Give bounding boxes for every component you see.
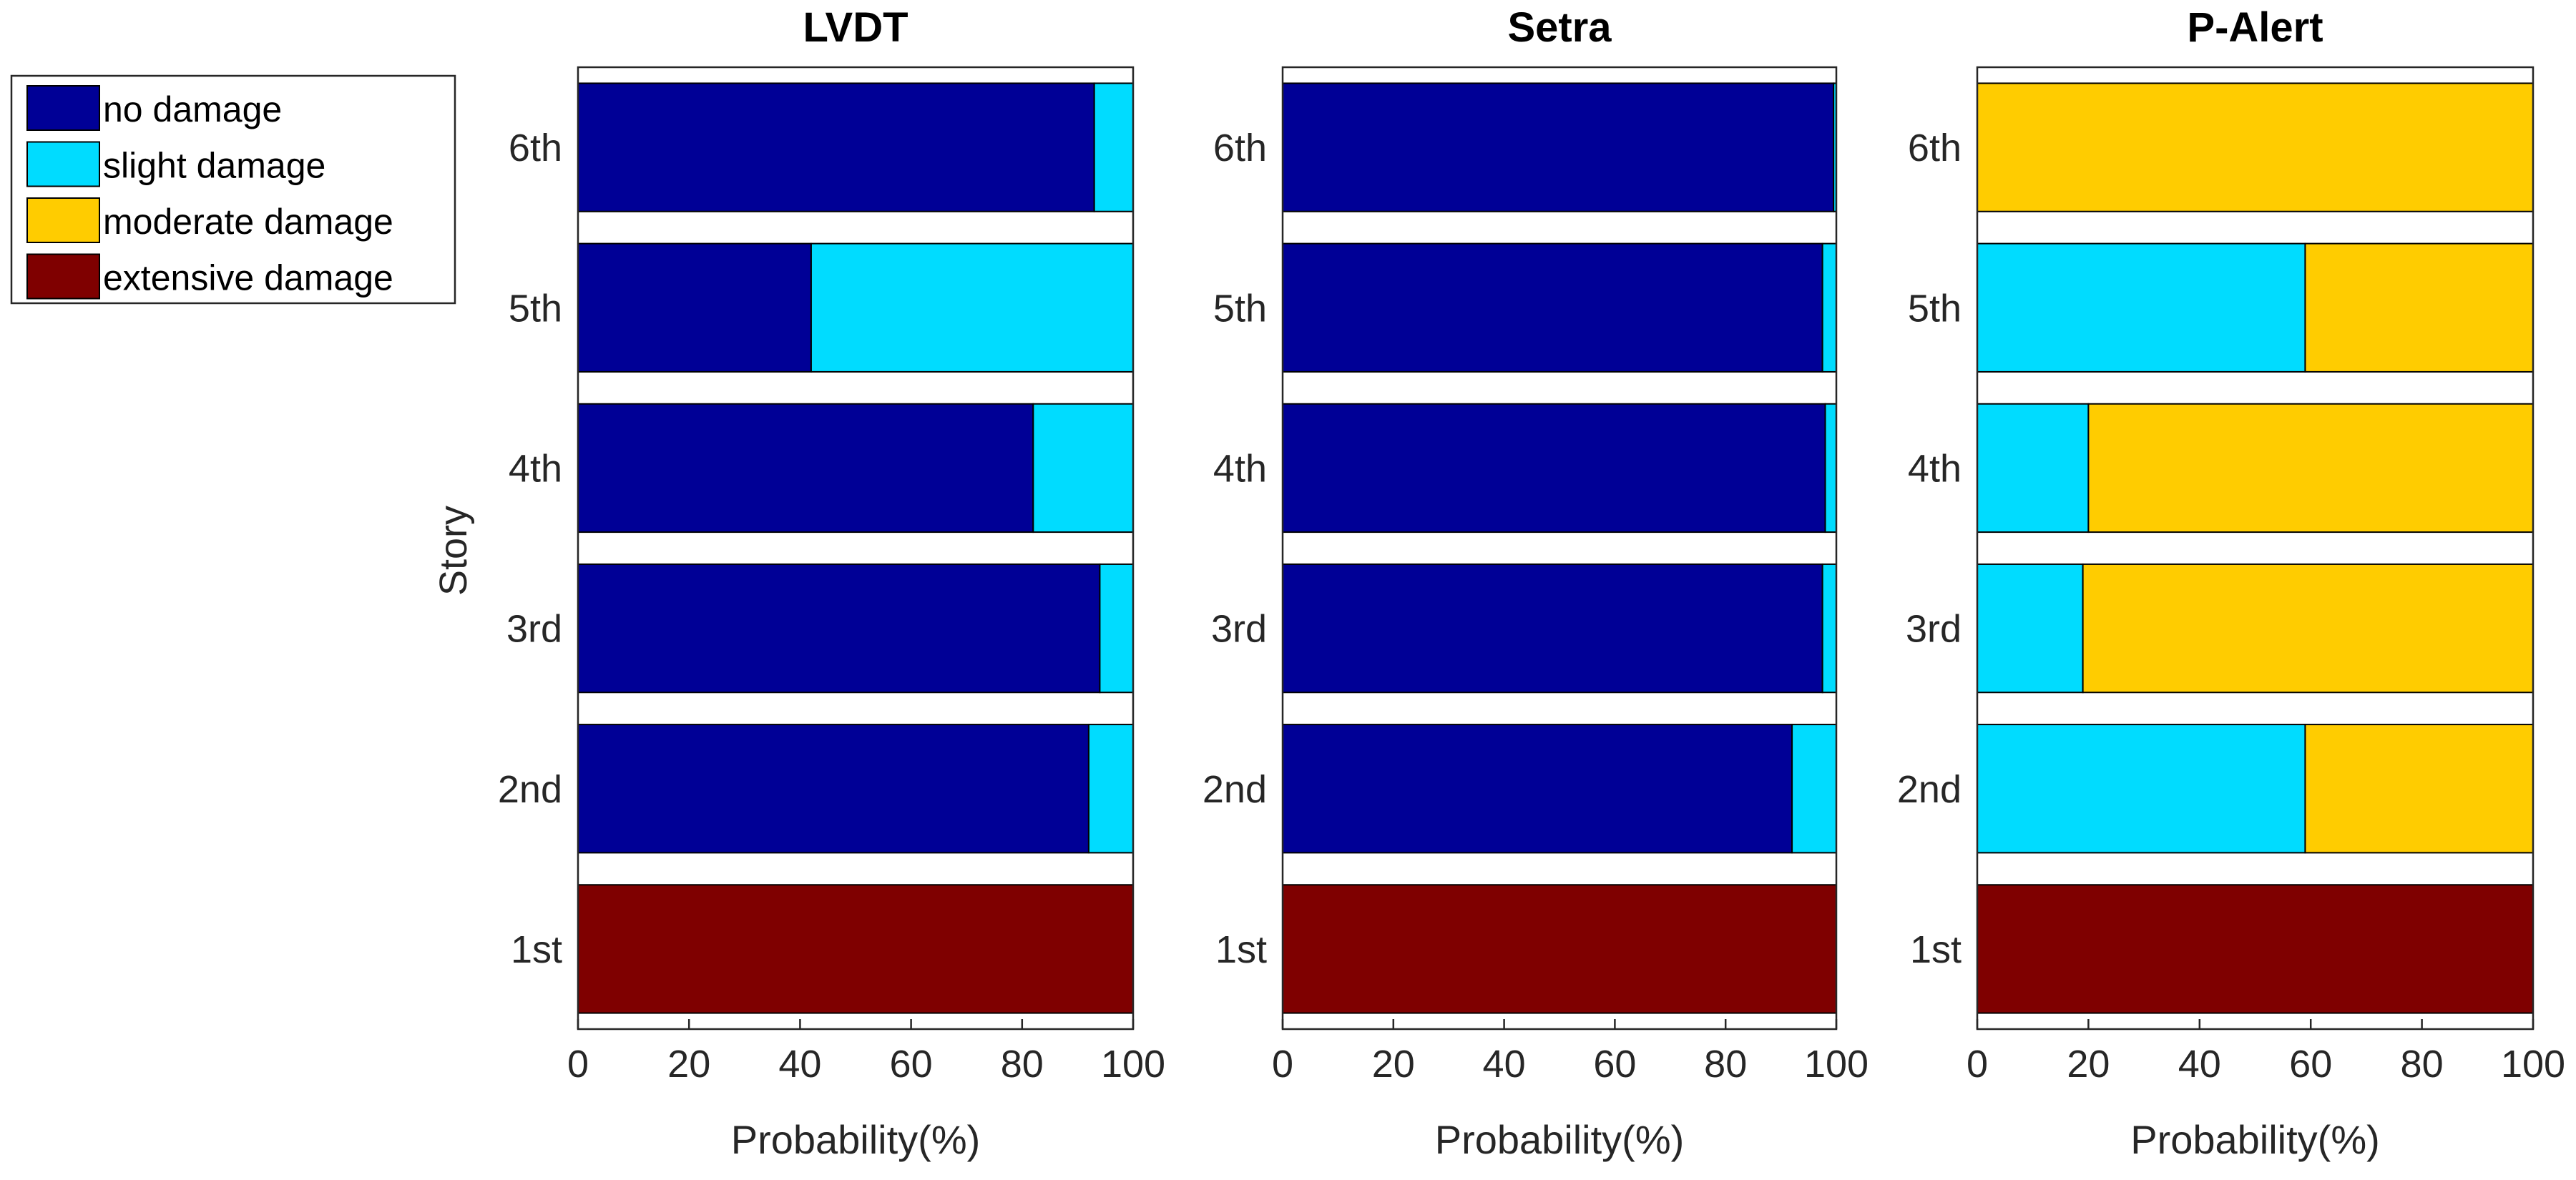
axes-box: [1281, 66, 1838, 1031]
bar-segment-2nd-slight-damage: [1791, 724, 1838, 854]
bar-segment-4th-no-damage: [577, 403, 1034, 534]
x-tick-label: 40: [2178, 1043, 2221, 1086]
panel-setra: 1st 2nd 3rd 4th 5th 6th 0 20 40 60 80 100 Setra Proba…: [1203, 4, 1869, 1162]
legend-swatch: [26, 141, 100, 187]
bar-segment-5th-slight-damage: [1977, 242, 2306, 373]
legend-swatch: [26, 253, 100, 300]
y-tick-label: 5th: [1213, 287, 1267, 330]
y-tick-label: 5th: [1908, 287, 1962, 330]
y-tick-label: 1st: [1215, 928, 1267, 971]
panel-lvdt: 1st 2nd 3rd 4th 5th 6th 0 20 40 60 80 100 LVDT Probab…: [498, 4, 1165, 1162]
bar-segment-4th-slight-damage: [1977, 403, 2090, 534]
bar-segment-1st-extensive-damage: [1977, 884, 2534, 1014]
bar-segment-3rd-slight-damage: [1821, 563, 1837, 694]
bar-segment-5th-moderate-damage: [2304, 242, 2534, 373]
legend: no damage slight damage moderate damage ext…: [10, 74, 456, 305]
x-tick-label: 100: [2501, 1043, 2565, 1086]
y-axis-label: Story: [432, 506, 475, 596]
panel-title: Setra: [1507, 4, 1612, 51]
bar-segment-4th-slight-damage: [1824, 403, 1838, 534]
x-tick-label: 20: [667, 1043, 710, 1086]
x-tick-label: 60: [1593, 1043, 1636, 1086]
y-tick-label: 4th: [509, 447, 562, 490]
bar-segment-2nd-no-damage: [577, 724, 1089, 854]
bar-segment-5th-no-damage: [577, 242, 812, 373]
y-tick-label: 6th: [1908, 127, 1962, 169]
bar-segment-6th-moderate-damage: [1977, 82, 2534, 212]
panel-p-alert: 1st 2nd 3rd 4th 5th 6th 0 20 40 60 80 100 P-Alert Pro…: [1897, 4, 2565, 1162]
y-tick-label: 5th: [509, 287, 562, 330]
bar-segment-4th-slight-damage: [1032, 403, 1134, 534]
bar-segment-2nd-slight-damage: [1977, 724, 2306, 854]
y-tick-label: 1st: [1910, 928, 1962, 971]
x-tick-label: 100: [1101, 1043, 1165, 1086]
y-tick-label: 3rd: [506, 608, 562, 651]
x-tick-label: 40: [778, 1043, 821, 1086]
y-tick-label: 3rd: [1211, 608, 1267, 651]
bar-segment-5th-slight-damage: [1821, 242, 1837, 373]
y-tick-label: 6th: [1213, 127, 1267, 169]
bar-segment-1st-extensive-damage: [577, 884, 1134, 1014]
y-tick-label: 2nd: [498, 768, 562, 811]
x-axis-label: Probability(%): [2130, 1117, 2380, 1162]
panels-layer: 1st 2nd 3rd 4th 5th 6th 0 20 40 60 80 100 LVDT Probab…: [498, 4, 2565, 1162]
bar-segment-3rd-moderate-damage: [2082, 563, 2534, 694]
bar-segment-2nd-moderate-damage: [2304, 724, 2534, 854]
bar-segment-1st-extensive-damage: [1282, 884, 1837, 1014]
x-tick-label: 80: [1704, 1043, 1747, 1086]
legend-label: slight damage: [103, 146, 325, 186]
x-tick-label: 20: [2067, 1043, 2110, 1086]
bar-segment-3rd-no-damage: [1282, 563, 1823, 694]
bar-segment-5th-no-damage: [1282, 242, 1823, 373]
panel-title: P-Alert: [2187, 4, 2323, 51]
y-tick-label: 2nd: [1897, 768, 1962, 811]
x-axis-label: Probability(%): [1435, 1117, 1685, 1162]
y-tick-label: 4th: [1908, 447, 1962, 490]
bar-segment-2nd-slight-damage: [1087, 724, 1135, 854]
bar-segment-4th-moderate-damage: [2087, 403, 2534, 534]
bar-segment-6th-no-damage: [577, 82, 1095, 212]
bar-segment-3rd-slight-damage: [1977, 563, 2084, 694]
bar-segment-4th-no-damage: [1282, 403, 1826, 534]
bar-segment-5th-slight-damage: [810, 242, 1135, 373]
x-tick-label: 40: [1483, 1043, 1526, 1086]
x-tick-label: 0: [1272, 1043, 1293, 1086]
x-tick-label: 80: [2401, 1043, 2444, 1086]
bar-segment-2nd-no-damage: [1282, 724, 1793, 854]
y-tick-label: 1st: [511, 928, 562, 971]
x-axis-label: Probability(%): [731, 1117, 981, 1162]
axes-box: [577, 66, 1135, 1031]
x-tick-label: 0: [1967, 1043, 1988, 1086]
axes-box: [1976, 66, 2535, 1031]
y-tick-label: 3rd: [1906, 608, 1962, 651]
x-tick-label: 0: [567, 1043, 589, 1086]
bar-segment-6th-slight-damage: [1093, 82, 1135, 212]
y-tick-label: 2nd: [1203, 768, 1267, 811]
bar-segment-3rd-slight-damage: [1099, 563, 1134, 694]
legend-swatch: [26, 197, 100, 243]
legend-swatch: [26, 85, 100, 131]
x-tick-label: 20: [1372, 1043, 1415, 1086]
legend-label: moderate damage: [103, 202, 393, 242]
x-tick-label: 80: [1001, 1043, 1044, 1086]
x-tick-label: 60: [890, 1043, 933, 1086]
legend-label: no damage: [103, 89, 282, 129]
y-tick-label: 6th: [509, 127, 562, 169]
y-tick-label: 4th: [1213, 447, 1267, 490]
x-tick-label: 60: [2289, 1043, 2332, 1086]
legend-label: extensive damage: [103, 258, 393, 298]
bar-segment-6th-no-damage: [1282, 82, 1835, 212]
x-tick-label: 100: [1804, 1043, 1869, 1086]
bar-segment-3rd-no-damage: [577, 563, 1101, 694]
panel-title: LVDT: [803, 4, 908, 51]
